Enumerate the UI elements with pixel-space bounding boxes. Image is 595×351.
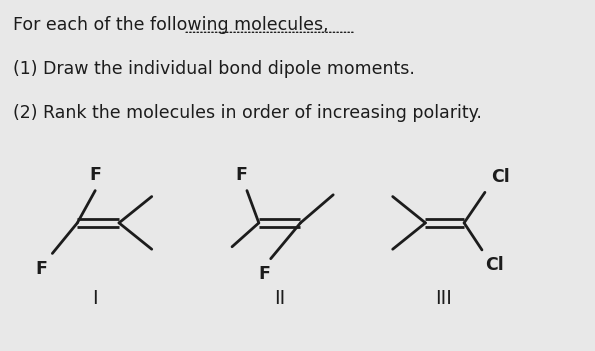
Text: (1) Draw the individual bond dipole moments.: (1) Draw the individual bond dipole mome… [13, 60, 415, 78]
Text: III: III [435, 289, 452, 308]
Text: (2) Rank the molecules in order of increasing polarity.: (2) Rank the molecules in order of incre… [13, 104, 482, 121]
Text: Cl: Cl [491, 168, 510, 186]
Text: F: F [89, 166, 101, 184]
Text: F: F [235, 166, 247, 184]
Text: II: II [274, 289, 285, 308]
Text: Cl: Cl [485, 256, 504, 274]
Text: I: I [92, 289, 98, 308]
Text: For each of the following molecules,: For each of the following molecules, [13, 16, 328, 34]
Text: F: F [36, 260, 48, 278]
Text: F: F [259, 265, 271, 283]
